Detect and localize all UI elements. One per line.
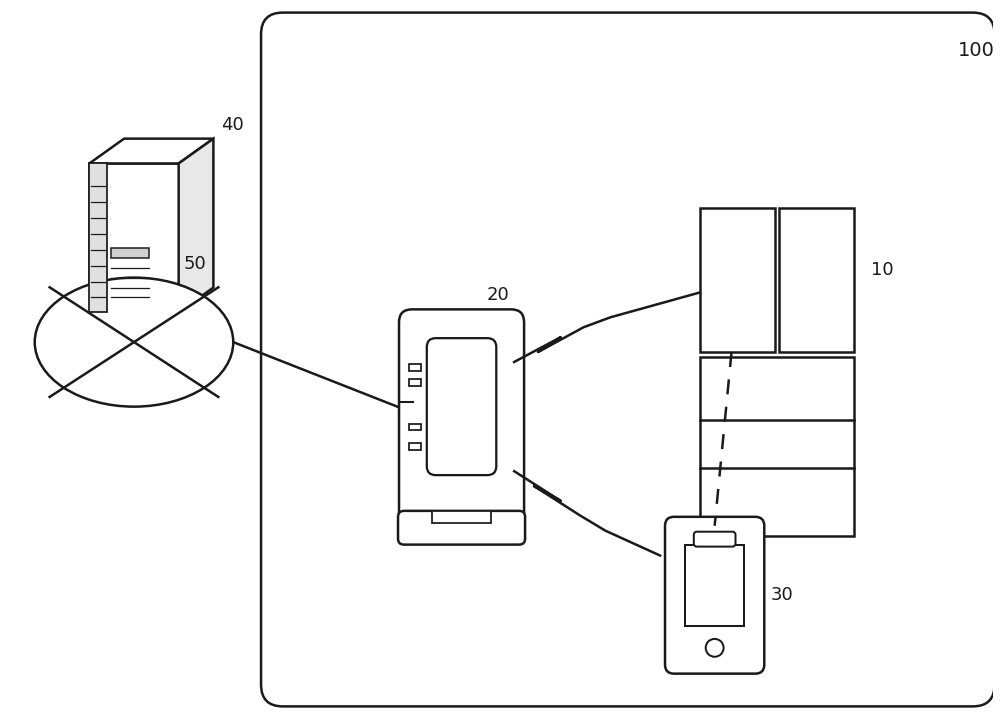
Polygon shape <box>179 138 213 313</box>
FancyBboxPatch shape <box>665 517 764 674</box>
Text: 20: 20 <box>486 286 509 305</box>
Bar <box>779 208 854 352</box>
Polygon shape <box>89 138 213 163</box>
Bar <box>700 357 854 536</box>
Bar <box>111 248 149 257</box>
Bar <box>700 208 775 352</box>
Text: 10: 10 <box>871 261 894 279</box>
Bar <box>432 511 491 523</box>
Text: 30: 30 <box>770 587 793 604</box>
Text: 100: 100 <box>958 42 995 60</box>
FancyBboxPatch shape <box>427 338 496 475</box>
FancyBboxPatch shape <box>694 532 735 546</box>
Text: 40: 40 <box>221 115 244 133</box>
Bar <box>409 443 421 450</box>
Ellipse shape <box>35 277 233 407</box>
Bar <box>409 364 421 371</box>
Circle shape <box>706 639 724 657</box>
Text: 50: 50 <box>184 255 206 272</box>
FancyBboxPatch shape <box>398 511 525 545</box>
Bar <box>409 424 421 430</box>
Bar <box>89 163 179 313</box>
Bar <box>89 163 107 313</box>
FancyBboxPatch shape <box>261 13 995 706</box>
Bar <box>685 545 744 626</box>
Bar <box>409 379 421 386</box>
FancyBboxPatch shape <box>399 309 524 523</box>
